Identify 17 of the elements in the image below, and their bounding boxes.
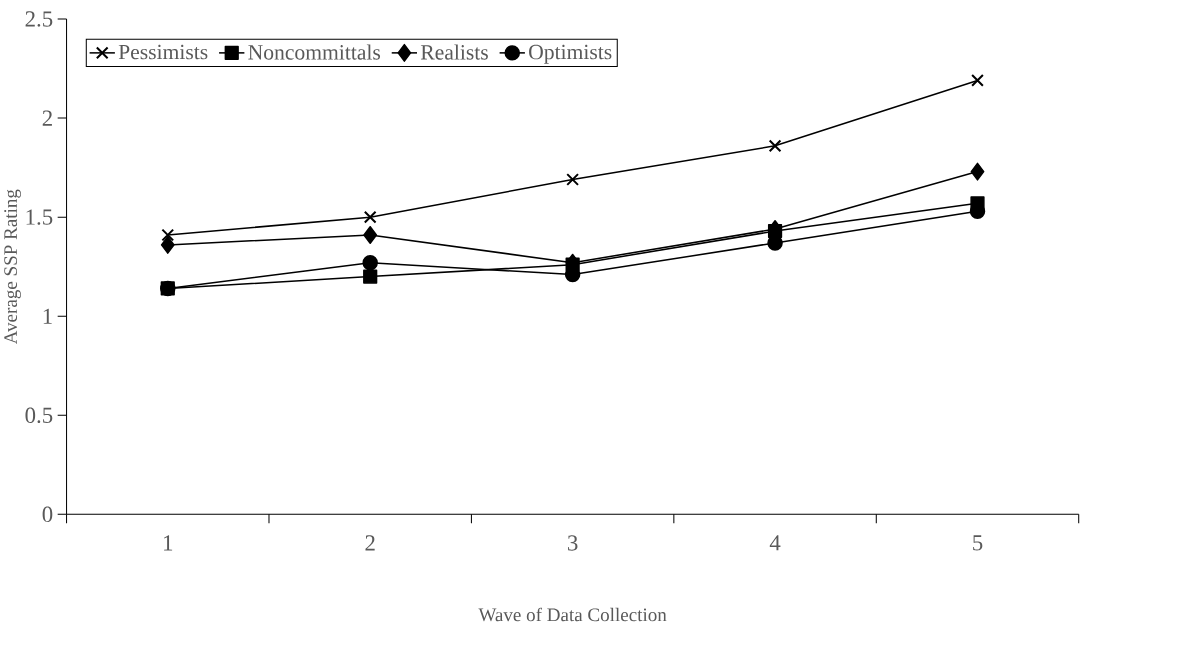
x-tick-label: 4 bbox=[769, 535, 781, 551]
x-tick-label: 3 bbox=[568, 535, 578, 551]
y-tick-label: 1 bbox=[43, 308, 52, 324]
legend-label: Optimists bbox=[529, 44, 612, 64]
x-tick-label: 1 bbox=[164, 535, 173, 551]
y-tick-label: 2.5 bbox=[25, 11, 53, 27]
x-axis-title: Wave of Data Collection bbox=[478, 607, 667, 622]
y-axis-title: Average SSP Rating bbox=[4, 189, 21, 345]
x-tick-label: 5 bbox=[973, 535, 983, 551]
legend-label: Realists bbox=[420, 44, 488, 60]
y-tick-label: 0 bbox=[42, 506, 53, 523]
legend-label: Pessimists bbox=[118, 44, 208, 60]
y-tick-label: 2 bbox=[42, 110, 52, 126]
legend-label: Noncommittals bbox=[248, 44, 381, 60]
x-tick-label: 2 bbox=[365, 535, 375, 551]
y-tick-label: 1.5 bbox=[26, 209, 53, 226]
y-tick-label: 0.5 bbox=[25, 407, 53, 424]
